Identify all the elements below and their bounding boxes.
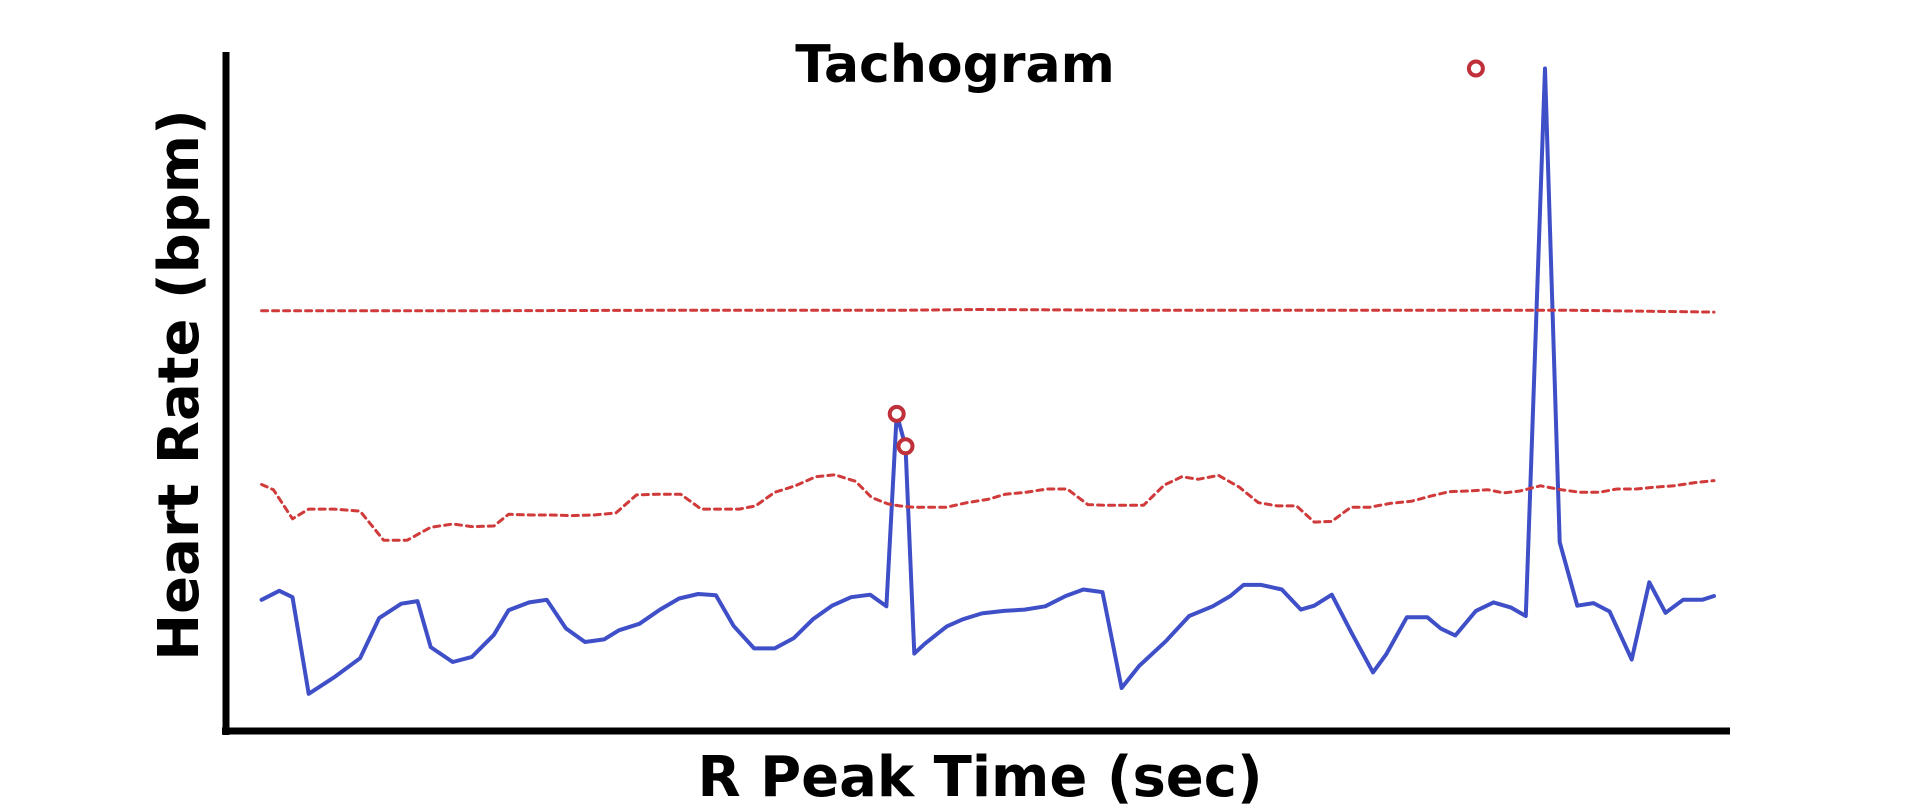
x-axis-label: R Peak Time (sec)	[697, 745, 1262, 807]
lower-threshold-line	[260, 473, 1716, 542]
outlier-marker	[896, 437, 915, 456]
outlier-marker	[1466, 59, 1485, 78]
chart-title: Tachogram	[795, 35, 1115, 95]
series-layer	[259, 66, 1716, 696]
outlier-marker	[887, 404, 906, 423]
upper-threshold-line	[260, 308, 1716, 314]
marker-layer	[887, 59, 1485, 456]
heart-rate-line	[259, 66, 1716, 696]
y-axis-label: Heart Rate (bpm)	[147, 109, 212, 660]
